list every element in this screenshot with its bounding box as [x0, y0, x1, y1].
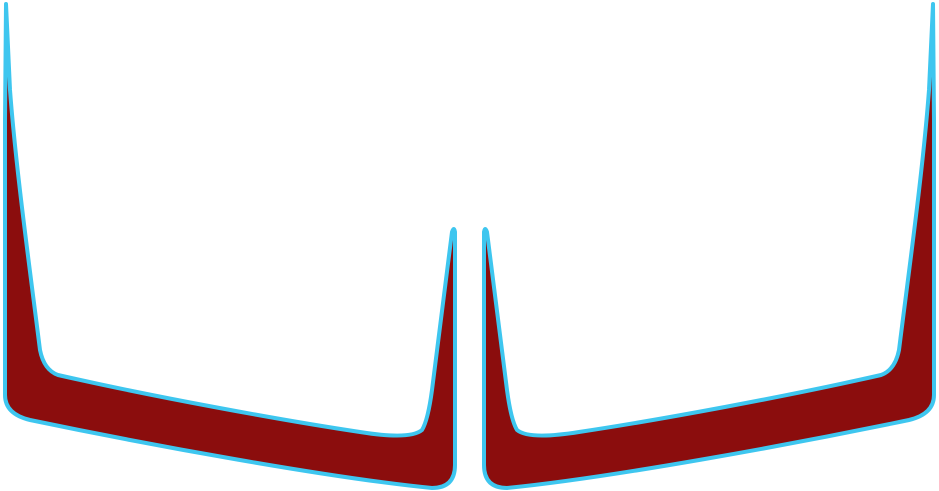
left-shape — [3, 2, 457, 490]
right-shape — [482, 2, 936, 490]
